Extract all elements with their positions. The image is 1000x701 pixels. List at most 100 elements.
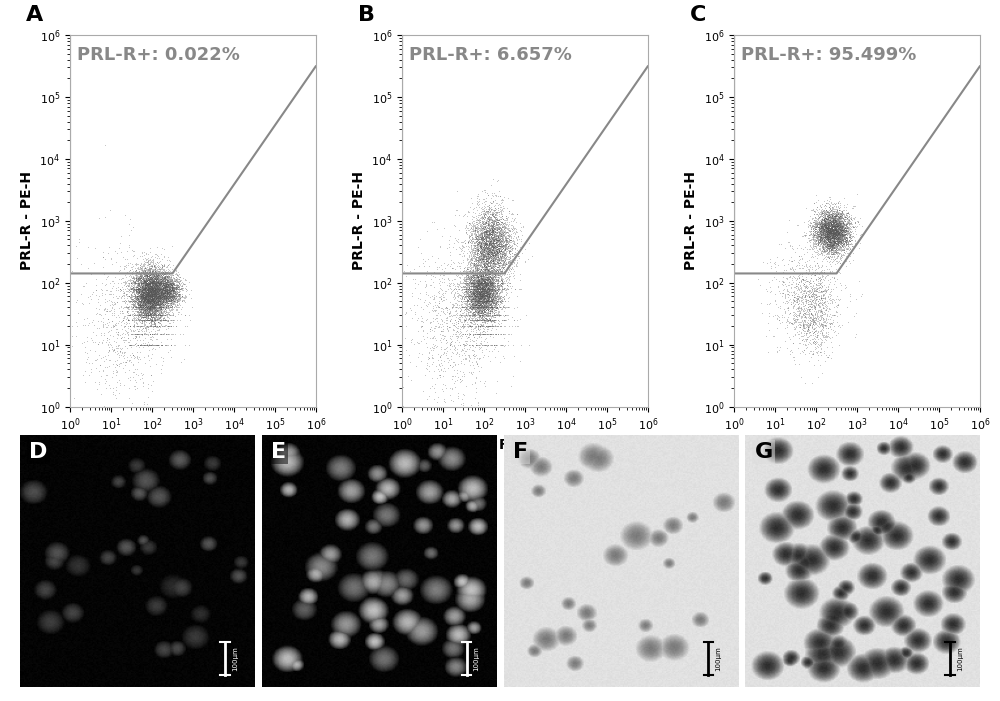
Point — [485, 195, 501, 206]
Point — [481, 290, 497, 301]
Point — [465, 224, 481, 236]
Point — [839, 210, 855, 221]
Point — [476, 249, 492, 260]
Point — [130, 275, 146, 286]
Point — [148, 290, 164, 301]
Point — [473, 272, 489, 283]
Point — [824, 236, 840, 247]
Point — [477, 290, 493, 301]
Point — [804, 221, 820, 232]
Point — [134, 302, 150, 313]
Point — [136, 294, 152, 306]
Point — [137, 271, 153, 282]
Point — [824, 240, 840, 251]
Point — [135, 299, 151, 311]
Point — [132, 281, 148, 292]
Point — [483, 320, 499, 332]
Point — [143, 294, 159, 305]
Point — [498, 253, 514, 264]
Point — [793, 292, 809, 304]
Point — [140, 293, 156, 304]
Point — [477, 305, 493, 316]
Point — [798, 318, 814, 329]
Point — [170, 296, 186, 307]
Point — [481, 248, 497, 259]
Point — [805, 318, 821, 329]
Point — [835, 222, 851, 233]
Point — [146, 277, 162, 288]
Point — [487, 214, 503, 225]
Point — [480, 257, 496, 268]
Point — [832, 237, 848, 248]
Point — [135, 282, 151, 293]
Point — [168, 296, 184, 307]
Point — [831, 228, 847, 239]
Point — [817, 227, 833, 238]
Point — [820, 231, 836, 242]
Point — [486, 263, 502, 274]
Point — [480, 281, 496, 292]
Point — [824, 247, 840, 258]
Point — [161, 285, 177, 296]
Point — [817, 294, 833, 305]
Point — [147, 294, 163, 305]
Point — [164, 276, 180, 287]
Point — [468, 282, 484, 293]
Point — [135, 280, 151, 292]
Point — [789, 242, 805, 253]
Point — [135, 288, 151, 299]
Point — [137, 275, 153, 286]
Point — [453, 295, 469, 306]
Point — [481, 268, 497, 279]
Point — [817, 271, 833, 283]
Point — [496, 230, 512, 241]
Point — [474, 300, 490, 311]
Point — [825, 247, 841, 258]
Point — [820, 240, 836, 252]
Point — [136, 297, 152, 308]
Point — [825, 228, 841, 239]
Point — [833, 228, 849, 239]
Point — [139, 286, 155, 297]
Point — [153, 328, 169, 339]
Point — [140, 300, 156, 311]
Point — [829, 237, 845, 248]
Point — [483, 238, 499, 250]
Point — [470, 280, 486, 292]
Point — [481, 230, 497, 241]
Point — [492, 236, 508, 247]
Point — [828, 225, 844, 236]
Point — [475, 253, 491, 264]
Point — [819, 229, 835, 240]
Point — [148, 310, 164, 321]
Point — [498, 234, 514, 245]
Point — [496, 226, 512, 238]
Point — [138, 253, 154, 264]
Point — [153, 298, 169, 309]
Point — [821, 233, 837, 245]
Point — [491, 264, 507, 275]
Point — [158, 280, 174, 291]
Point — [461, 277, 477, 288]
Point — [847, 332, 863, 343]
Point — [479, 291, 495, 302]
Point — [168, 292, 184, 303]
Point — [151, 283, 167, 294]
Point — [473, 271, 489, 282]
Point — [485, 315, 501, 326]
Point — [460, 206, 476, 217]
Point — [467, 296, 483, 307]
Point — [815, 243, 831, 254]
Point — [149, 270, 165, 281]
Point — [497, 250, 513, 261]
Point — [142, 305, 158, 316]
Point — [85, 315, 101, 326]
Point — [473, 250, 489, 261]
Point — [135, 277, 151, 288]
Point — [479, 247, 495, 259]
Point — [791, 322, 807, 333]
Point — [158, 290, 174, 301]
Point — [806, 299, 822, 311]
Point — [827, 224, 843, 235]
Point — [788, 321, 804, 332]
